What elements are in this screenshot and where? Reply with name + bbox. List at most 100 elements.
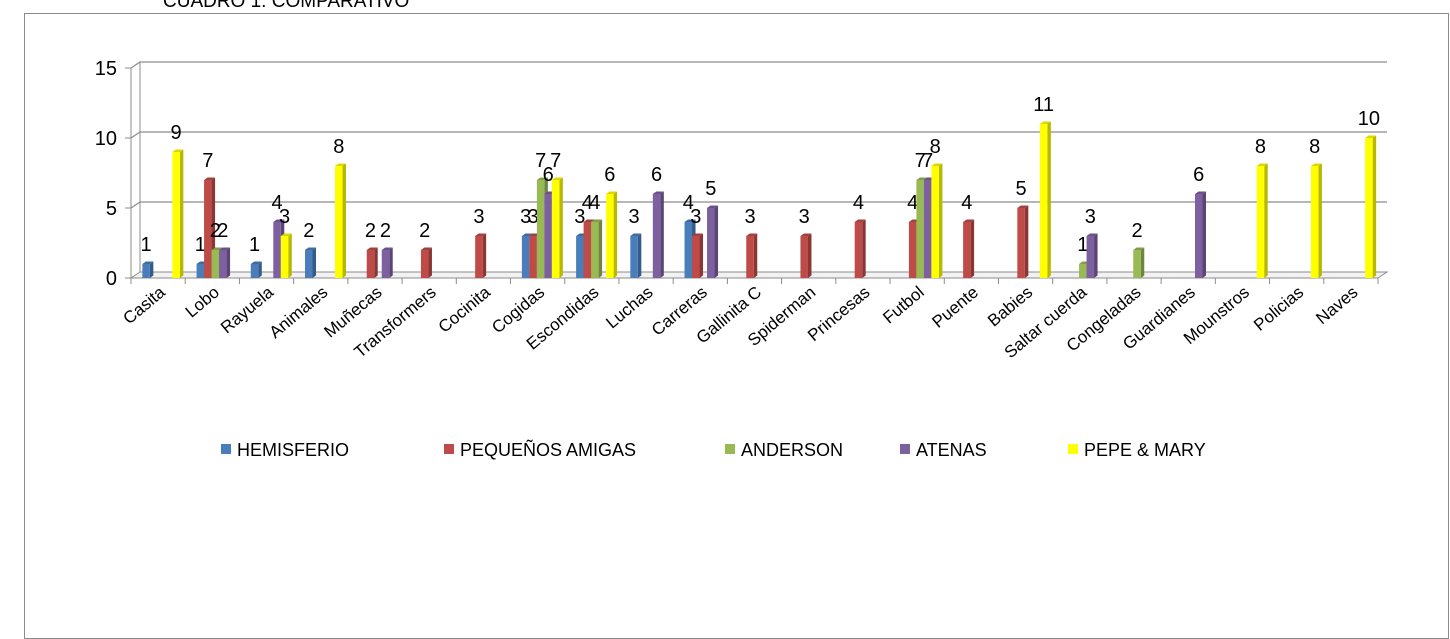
data-label: 3: [574, 206, 585, 228]
data-label: 8: [930, 136, 941, 158]
bar: [630, 236, 638, 278]
legend-swatch: [900, 444, 910, 454]
bar: [536, 180, 545, 278]
bar: [684, 222, 693, 278]
bar-top: [1133, 247, 1145, 250]
bar-side: [288, 233, 292, 278]
bar: [606, 194, 614, 278]
bar-top: [606, 191, 618, 194]
y-tick-label: 0: [106, 268, 117, 290]
bar-top: [1194, 191, 1206, 194]
bar-top: [521, 233, 533, 236]
bar: [1133, 250, 1141, 278]
legend-swatch: [725, 444, 735, 454]
data-label: 4: [271, 192, 282, 214]
bar: [335, 166, 343, 278]
data-label: 1: [249, 234, 260, 256]
bar-top: [963, 219, 975, 222]
bar-top: [1039, 121, 1051, 124]
bar: [963, 222, 971, 278]
bar-top: [475, 233, 487, 236]
bar: [1365, 138, 1373, 278]
data-label: 6: [604, 164, 615, 186]
data-label: 4: [853, 192, 864, 214]
data-label: 7: [922, 150, 933, 172]
data-label: 4: [589, 192, 600, 214]
legend-label: PEPE & MARY: [1084, 440, 1206, 460]
bar: [583, 222, 592, 278]
data-label: 10: [1358, 108, 1380, 130]
gridline: [130, 131, 1387, 139]
data-label: 7: [550, 150, 561, 172]
bar-top: [583, 219, 595, 222]
bar-top: [335, 163, 347, 166]
bar-top: [280, 233, 292, 236]
data-label: 8: [1255, 136, 1266, 158]
x-tick-label: Policias: [1250, 283, 1307, 335]
bar-top: [916, 177, 928, 180]
bar: [305, 250, 313, 278]
gridline: [130, 61, 1387, 69]
bar-top: [219, 247, 231, 250]
bar-top: [420, 247, 432, 250]
bar: [652, 194, 661, 278]
page-title: CUADRO 1: COMPARATIVO: [163, 0, 410, 12]
bar-side: [559, 177, 563, 278]
bar-side: [482, 233, 487, 278]
bar-top: [305, 247, 317, 250]
data-label: 4: [683, 192, 694, 214]
bar-top: [366, 247, 378, 250]
bar-side: [1202, 191, 1206, 278]
bar: [250, 264, 259, 278]
data-label: 2: [1131, 220, 1142, 242]
bar: [746, 236, 754, 278]
legend-swatch: [1068, 444, 1078, 454]
data-label: 3: [520, 206, 531, 228]
data-label: 2: [303, 220, 314, 242]
bar: [908, 222, 917, 278]
bar: [544, 194, 552, 278]
data-label: 2: [419, 220, 430, 242]
bar-top: [204, 177, 216, 180]
chart-floor: [129, 271, 1389, 279]
data-label: 2: [210, 220, 221, 242]
data-label: 3: [799, 206, 810, 228]
bar: [1079, 264, 1087, 278]
legend-label: PEQUEÑOS AMIGAS: [460, 439, 636, 460]
bar-top: [630, 233, 642, 236]
data-label: 3: [629, 206, 640, 228]
bar-side: [862, 219, 866, 278]
data-label: 2: [365, 220, 376, 242]
x-tick-label: Casita: [120, 282, 170, 328]
bar-side: [660, 191, 664, 278]
bar-top: [211, 247, 223, 250]
bar-top: [591, 219, 603, 222]
bar: [1256, 166, 1265, 278]
bar-top: [800, 233, 812, 236]
bar: [1194, 194, 1203, 278]
bar: [1086, 236, 1095, 278]
data-label: 7: [535, 150, 546, 172]
bar-side: [613, 191, 618, 278]
bar: [923, 180, 932, 278]
bar: [521, 236, 530, 278]
bar-side: [714, 205, 719, 278]
data-label: 7: [915, 150, 926, 172]
data-label: 3: [473, 206, 484, 228]
y-tick-label: 15: [95, 58, 117, 80]
bar-side: [1318, 163, 1322, 278]
x-tick-label: Naves: [1312, 283, 1361, 329]
bar-side: [637, 233, 642, 278]
x-tick-label: Futbol: [879, 283, 927, 328]
data-label: 1: [141, 234, 152, 256]
data-label: 5: [705, 178, 716, 200]
data-label: 2: [380, 220, 391, 242]
bar: [591, 222, 599, 278]
x-tick-label: Cocinita: [435, 282, 495, 336]
bar-side: [258, 261, 262, 278]
data-label: 9: [171, 122, 182, 144]
bar-top: [250, 261, 262, 264]
data-label: 6: [1193, 164, 1204, 186]
data-label: 2: [217, 220, 228, 242]
bar-side: [428, 247, 432, 278]
